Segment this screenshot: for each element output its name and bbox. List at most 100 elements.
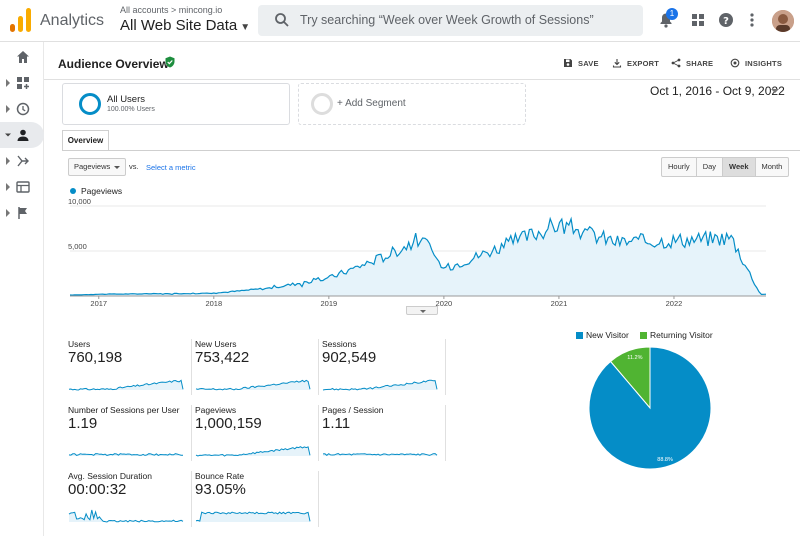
chart-ytick-label: 5,000 (68, 242, 87, 251)
share-label: SHARE (686, 59, 714, 68)
verified-shield-icon (165, 56, 175, 68)
metric-value: 93.05% (195, 481, 246, 498)
chart-xtick-label: 2021 (551, 299, 568, 308)
metric-tile[interactable]: Number of Sessions per User 1.19 (68, 405, 192, 461)
account-breadcrumb[interactable]: All accounts > mincong.io (120, 5, 223, 15)
pageviews-chart[interactable]: 10,000 5,000 2017 2018 2019 2020 2021 2022 (66, 198, 778, 318)
metric-value: 760,198 (68, 349, 123, 366)
save-label: SAVE (578, 59, 599, 68)
date-range-picker[interactable]: Oct 1, 2016 - Oct 9, 2022 (650, 84, 785, 98)
granularity-month[interactable]: Month (754, 157, 790, 177)
legend-dot-pageviews (70, 188, 76, 194)
chart-xtick-label: 2018 (205, 299, 222, 308)
metric-sparkline (195, 446, 311, 457)
nav-behavior[interactable] (0, 174, 44, 200)
nav-realtime[interactable] (0, 96, 44, 122)
metric-tile[interactable]: New Users 753,422 (195, 339, 319, 395)
metric-tile[interactable]: Bounce Rate 93.05% (195, 471, 319, 527)
metric-tile[interactable]: Sessions 902,549 (322, 339, 446, 395)
metric-label: New Users (195, 339, 237, 349)
dashboard-add-icon (17, 77, 29, 89)
metric-value: 902,549 (322, 349, 377, 366)
sparkline-fill (69, 380, 183, 390)
select-metric-link[interactable]: Select a metric (146, 163, 196, 172)
avatar-photo (772, 10, 794, 32)
granularity-week[interactable]: Week (722, 157, 756, 177)
sparkline-line (195, 511, 311, 522)
caret-right-icon (6, 79, 10, 87)
metric-tile[interactable]: Pageviews 1,000,159 (195, 405, 319, 461)
pie-legend-swatch-returning (640, 332, 647, 339)
more-vert-icon[interactable] (744, 12, 760, 28)
nav-customization[interactable] (0, 70, 44, 96)
app-name: Analytics (40, 12, 105, 29)
apps-grid-icon[interactable] (690, 12, 706, 28)
granularity-toggle: Hourly Day Week Month (661, 157, 790, 177)
granularity-hourly[interactable]: Hourly (661, 157, 697, 177)
metric-sparkline (322, 379, 438, 391)
nav-home[interactable] (0, 44, 44, 70)
metric-sparkline (68, 509, 184, 523)
metric-tile[interactable]: Pages / Session 1.11 (322, 405, 446, 461)
view-selector[interactable]: All Web Site Data ▼ (120, 17, 250, 34)
caret-down-icon (5, 133, 11, 137)
nav-acquisition[interactable] (0, 148, 44, 174)
metric-dropdown[interactable]: Pageviews (68, 158, 126, 176)
segment-all-users[interactable]: All Users 100.00% Users (62, 83, 290, 125)
segment-circle-empty-icon (311, 93, 333, 115)
nav-audience[interactable] (0, 122, 44, 148)
page-title: Audience Overview (58, 57, 169, 71)
visitor-pie-chart[interactable]: 88.8% 11.2% (587, 345, 713, 471)
add-segment-button[interactable]: + Add Segment (298, 83, 526, 125)
sparkline-line (68, 379, 184, 391)
insights-button[interactable]: INSIGHTS (730, 58, 782, 68)
person-icon (17, 129, 29, 141)
left-nav (0, 42, 44, 536)
analytics-logo-icon[interactable] (10, 8, 32, 32)
granularity-day[interactable]: Day (695, 157, 724, 177)
export-button[interactable]: EXPORT (612, 58, 659, 68)
metric-label: Pageviews (195, 405, 237, 415)
metric-label: Number of Sessions per User (68, 405, 180, 415)
svg-text:?: ? (723, 16, 729, 27)
pie-slice-new-visitor[interactable] (588, 346, 712, 470)
chart-area-fill (70, 218, 766, 296)
caret-right-icon (6, 105, 10, 113)
metric-tile[interactable]: Users 760,198 (68, 339, 192, 395)
behavior-icon (16, 181, 30, 193)
metric-label: Pages / Session (322, 405, 384, 415)
metric-sparkline (68, 379, 184, 391)
notification-badge: 1 (666, 8, 678, 20)
view-name: All Web Site Data (120, 17, 238, 34)
insights-icon (730, 58, 740, 68)
chart-collapse-toggle[interactable] (406, 306, 438, 315)
top-bar: Analytics All accounts > mincong.io All … (0, 0, 800, 42)
search-icon (275, 13, 289, 27)
nav-conversions[interactable] (0, 200, 44, 226)
pie-slice-label: 11.2% (627, 355, 642, 361)
metric-value: 00:00:32 (68, 481, 127, 498)
tab-overview[interactable]: Overview (62, 130, 109, 150)
clock-icon (16, 102, 30, 116)
caret-down-icon (114, 166, 120, 169)
pie-legend-swatch-new (576, 332, 583, 339)
metric-value: 1,000,159 (195, 415, 262, 432)
metric-tile[interactable]: Avg. Session Duration 00:00:32 (68, 471, 192, 527)
metric-sparkline (68, 453, 184, 456)
pie-legend-label-returning: Returning Visitor (650, 330, 713, 340)
save-button[interactable]: SAVE (563, 58, 599, 68)
share-button[interactable]: SHARE (671, 58, 713, 68)
search-bar[interactable]: Try searching “Week over Week Growth of … (258, 5, 643, 36)
metric-value: 753,422 (195, 349, 250, 366)
sparkline-fill (196, 512, 310, 522)
avatar[interactable] (772, 10, 794, 32)
search-placeholder: Try searching “Week over Week Growth of … (300, 13, 594, 27)
export-icon (612, 59, 622, 68)
caret-right-icon (6, 209, 10, 217)
vs-label: vs. (129, 162, 139, 171)
date-caret-down-icon[interactable] (771, 89, 779, 93)
help-icon[interactable]: ? (718, 12, 734, 28)
caret-down-icon: ▼ (240, 22, 251, 33)
tab-divider (62, 150, 800, 151)
share-icon (671, 58, 681, 68)
